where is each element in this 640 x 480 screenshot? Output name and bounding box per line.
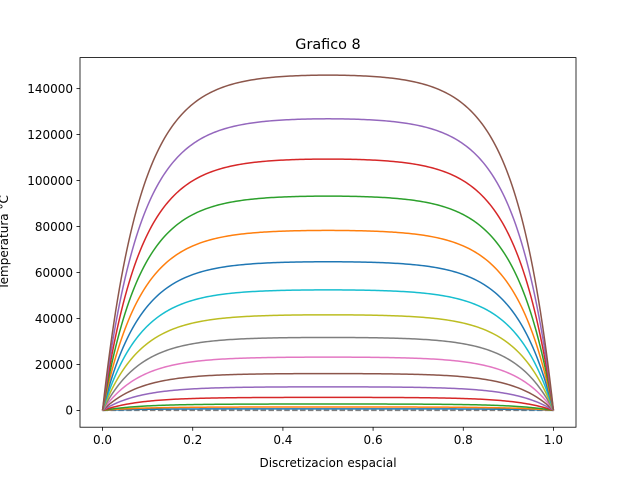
y-tick-label: 120000 (27, 128, 73, 142)
x-axis: 0.0 0.2 0.4 0.6 0.8 1.0 (93, 427, 563, 447)
x-tick-label: 0.4 (273, 433, 292, 447)
y-axis-label: Temperatura °C (0, 195, 11, 290)
x-tick-label: 0.6 (364, 433, 383, 447)
series-line-14 (101, 195, 555, 411)
y-tick-label: 40000 (35, 312, 73, 326)
plot-area (79, 57, 577, 428)
x-tick-label: 0.0 (93, 433, 112, 447)
series-line-4 (102, 403, 554, 412)
y-tick-label: 20000 (35, 358, 73, 372)
x-tick-label: 0.2 (183, 433, 202, 447)
y-tick-label: 80000 (35, 220, 73, 234)
series-line-5 (102, 396, 554, 412)
series-line-9 (101, 336, 555, 411)
y-tick-label: 0 (65, 404, 73, 418)
y-axis: 0 20000 40000 60000 80000 100000 120000 140000 (27, 82, 80, 418)
series-line-17 (101, 74, 555, 411)
axes-frame (79, 57, 577, 428)
x-tick-label: 0.8 (454, 433, 473, 447)
series-line-8 (101, 356, 555, 411)
series-line-15 (101, 158, 555, 411)
series-line-3 (102, 406, 554, 412)
series-line-6 (102, 386, 554, 412)
series-line-11 (101, 289, 555, 411)
series-line-16 (101, 118, 555, 411)
x-tick-label: 1.0 (544, 433, 563, 447)
y-tick-label: 100000 (27, 174, 73, 188)
series-line-12 (101, 261, 555, 411)
series-line-2 (102, 408, 554, 412)
y-tick-label: 60000 (35, 266, 73, 280)
series-line-13 (101, 229, 555, 411)
x-axis-label: Discretizacion espacial (259, 456, 396, 470)
series-line-7 (102, 372, 554, 411)
series-layer (101, 74, 555, 412)
chart-title: Grafico 8 (295, 37, 360, 53)
series-line-10 (101, 314, 555, 411)
y-tick-label: 140000 (27, 82, 73, 96)
